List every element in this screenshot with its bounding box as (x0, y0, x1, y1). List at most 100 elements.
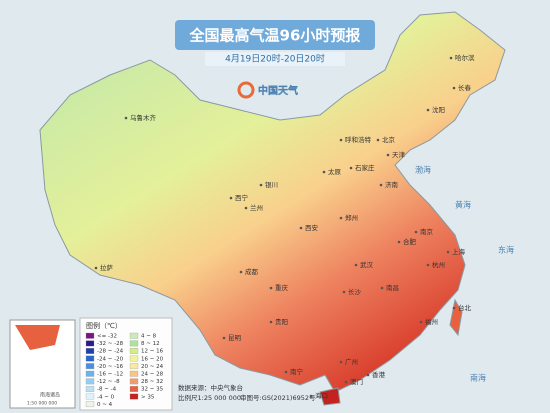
legend-swatch (129, 355, 139, 362)
city-dot (269, 320, 273, 324)
city-label: 成都 (245, 267, 259, 276)
city-dot (309, 394, 313, 398)
legend-swatch (129, 370, 139, 377)
city-dot (380, 286, 384, 290)
legend-label: 8 ~ 12 (141, 341, 160, 347)
logo-text: 中国天气 (258, 84, 298, 97)
city-label: 杭州 (432, 260, 445, 269)
city-label: 福州 (425, 317, 438, 326)
city-label: 昆明 (228, 334, 242, 342)
city-dot (124, 116, 128, 120)
sea-label: 东海 (498, 245, 514, 255)
city-label: 拉萨 (100, 263, 114, 272)
city-dot (284, 370, 288, 374)
city-label: 哈尔滨 (455, 53, 475, 62)
city-dot (426, 263, 430, 267)
city-dot (452, 306, 456, 310)
city-dot (354, 263, 358, 267)
city-label: 天津 (392, 151, 406, 159)
legend-box (79, 317, 173, 411)
legend-label: 24 ~ 28 (141, 372, 164, 378)
city-label: 银川 (265, 180, 278, 189)
data-source: 数据来源：中央气象台 (178, 383, 243, 392)
legend-swatch (85, 363, 95, 370)
logo-icon (237, 81, 255, 99)
legend-swatch (85, 393, 95, 400)
city-label: 济南 (385, 180, 399, 189)
taiwan (449, 298, 463, 337)
city-label: 长春 (458, 83, 472, 92)
city-dot (259, 183, 263, 187)
city-label: 石家庄 (355, 163, 375, 172)
city-dot (376, 138, 380, 142)
city-dot (414, 230, 418, 234)
city-dot (446, 250, 450, 254)
approval-number: 审图号:GS(2021)6952号 (240, 393, 316, 402)
city-label: 南昌 (386, 283, 399, 292)
legend-label: -20 ~ -16 (97, 364, 124, 370)
city-dot (229, 196, 233, 200)
city-dot (386, 153, 390, 157)
inset-scale: 1:50 000 000 (27, 401, 57, 407)
city-label: 台北 (458, 303, 472, 312)
city-dot (342, 290, 346, 294)
city-label: 呼和浩特 (345, 135, 372, 144)
legend-label: 0 ~ 4 (97, 402, 113, 408)
legend-label: 32 ~ 35 (141, 387, 164, 393)
legend-swatch (129, 348, 139, 354)
subtitle-strip (205, 52, 345, 66)
legend-swatch (129, 378, 139, 385)
city-label: 上海 (452, 247, 466, 256)
legend-label: -24 ~ -20 (97, 356, 124, 362)
city-dot (339, 360, 343, 364)
city-label: 澳门 (350, 377, 363, 386)
legend-label: -32 ~ -28 (97, 341, 124, 347)
sea-label: 南海 (470, 373, 486, 383)
city-dot (339, 216, 343, 220)
city-dot (222, 336, 226, 340)
city-label: 贵阳 (275, 317, 288, 326)
city-label: 广州 (345, 357, 358, 366)
city-dot (426, 108, 430, 112)
legend-label: -4 ~ 0 (97, 394, 115, 400)
city-label: 北京 (382, 135, 396, 144)
city-dot (244, 206, 248, 210)
legend-label: <= -32 (97, 334, 117, 340)
city-dot (397, 240, 401, 244)
city-label: 香港 (372, 370, 386, 379)
legend-label: -8 ~ -4 (97, 387, 117, 393)
city-dot (449, 56, 453, 60)
city-dot (344, 380, 348, 384)
city-dot (366, 373, 370, 377)
city-label: 南京 (420, 227, 434, 236)
legend-label: -12 ~ -8 (97, 379, 120, 385)
legend-label: 12 ~ 16 (141, 349, 164, 355)
title-banner (175, 20, 375, 50)
legend-title: 图例（℃） (86, 321, 122, 330)
city-label: 重庆 (275, 283, 289, 292)
legend-swatch (129, 386, 139, 392)
legend-swatch (85, 401, 95, 408)
city-label: 兰州 (250, 203, 263, 212)
legend-label: 28 ~ 32 (141, 379, 163, 385)
legend-swatch (85, 340, 95, 347)
map-scale: 比例尺1:25 000 000 (178, 393, 241, 402)
legend-swatch (85, 378, 95, 385)
city-dot (239, 270, 243, 274)
legend-swatch (85, 370, 95, 377)
city-label: 西宁 (235, 193, 249, 202)
city-dot (269, 286, 273, 290)
title: 全国最高气温96小时预报 (189, 27, 361, 45)
city-dot (419, 320, 423, 324)
legend-swatch (129, 363, 139, 370)
legend-swatch (85, 386, 95, 392)
legend-label: -28 ~ -24 (97, 349, 124, 355)
city-dot (322, 170, 326, 174)
legend-label: 16 ~ 20 (141, 356, 164, 362)
legend-swatch (85, 332, 95, 339)
city-dot (349, 166, 353, 170)
legend-swatch (129, 340, 139, 347)
city-dot (339, 138, 343, 142)
city-label: 合肥 (403, 237, 417, 246)
inset-land (15, 325, 60, 350)
